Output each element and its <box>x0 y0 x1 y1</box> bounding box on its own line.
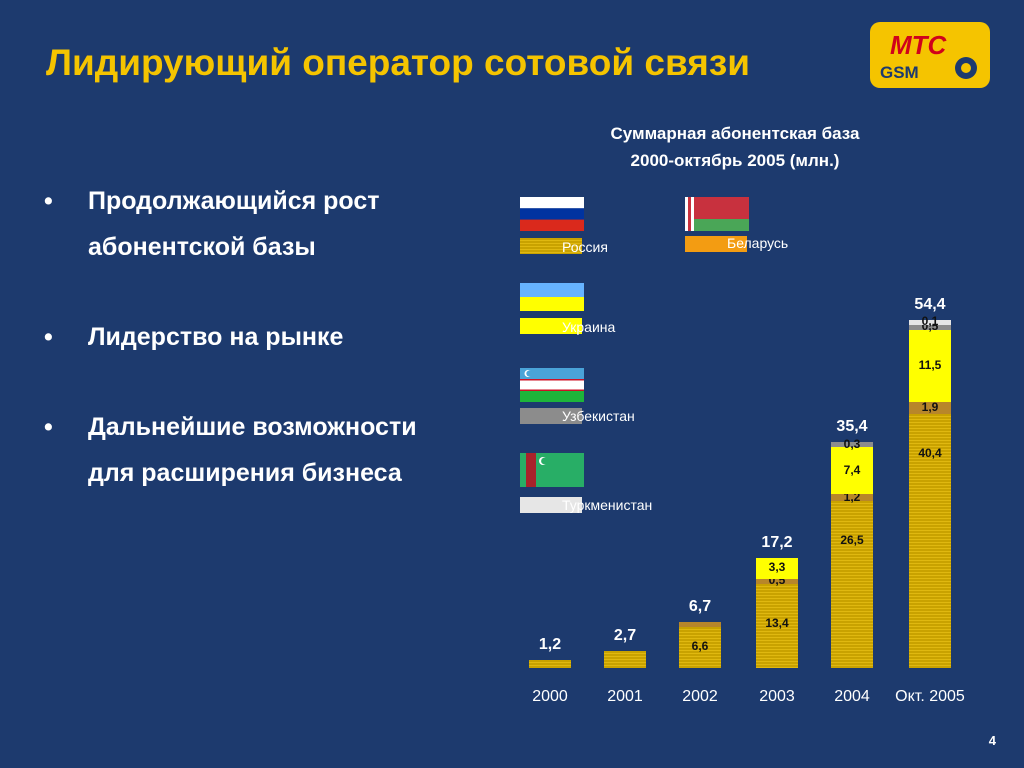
bar-segment-Россия <box>604 651 646 668</box>
bar-segment-Россия <box>831 501 873 668</box>
bar-segment-Украина <box>756 558 798 579</box>
legend-swatch-uzbekistan <box>520 408 582 424</box>
bar-segment-Беларусь <box>831 493 873 502</box>
chart-title-line1: Суммарная абонентская база <box>610 124 860 143</box>
bar-value-label: 7,4 <box>843 462 861 477</box>
bar-value-label: 3,3 <box>768 560 786 575</box>
bullet-marker: • <box>44 323 53 351</box>
chart-title: Суммарная абонентская база 2000-октябрь … <box>540 120 930 174</box>
bar-total-label: 35,4 <box>836 418 868 436</box>
legend-label-russia: Россия <box>562 239 608 255</box>
bar-value-label: 13,4 <box>765 615 789 630</box>
bar-value-label: 0,1 <box>921 314 939 329</box>
x-axis-tick-label: 2003 <box>759 688 795 705</box>
bar-value-label: 26,5 <box>840 533 864 548</box>
bar-value-label: 1,9 <box>921 400 939 415</box>
x-axis-tick-label: 2000 <box>532 688 568 705</box>
legend-swatch-belarus <box>685 236 747 252</box>
x-axis-tick-label: 2004 <box>834 688 870 705</box>
bar-value-label: 40,4 <box>918 446 942 460</box>
belarus-flag-icon <box>685 197 749 231</box>
bar-value-label: 6,6 <box>691 639 709 654</box>
bullet-text: Дальнейшие возможности для расширения би… <box>88 413 417 487</box>
bar-segment-Россия <box>756 583 798 668</box>
legend-label-belarus: Беларусь <box>727 235 789 251</box>
bar-segment-Украина <box>909 329 951 403</box>
bar-segment-Россия <box>909 414 951 668</box>
bar-total-label: 2,7 <box>613 627 637 645</box>
chart-title-line2: 2000-октябрь 2005 (млн.) <box>630 151 840 170</box>
bar-segment-Россия <box>679 626 721 668</box>
uzbekistan-flag-icon <box>520 368 584 402</box>
bullet-item: • Продолжающийся рост абонентской базы <box>44 178 444 270</box>
bullet-item: • Лидерство на рынке <box>44 314 444 360</box>
x-axis-tick-label: 2001 <box>607 688 643 705</box>
bar-value-label: 11,5 <box>918 357 942 372</box>
x-axis-tick-label: 2002 <box>682 688 718 705</box>
legend-label-uzbekistan: Узбекистан <box>562 408 635 424</box>
bar-total-label: 54,4 <box>914 295 946 313</box>
page-title: Лидирующий оператор сотовой связи <box>46 42 750 83</box>
bar-segment-Беларусь <box>679 621 721 627</box>
page-number: 4 <box>988 733 996 748</box>
logo-top-text: MTC <box>890 30 948 60</box>
mts-gsm-logo: MTC GSM <box>870 22 990 88</box>
bullet-list: • Продолжающийся рост абонентской базы •… <box>44 178 444 540</box>
bullet-text: Лидерство на рынке <box>88 323 344 351</box>
bar-segment-Беларусь <box>909 402 951 414</box>
legend-swatch-turkmenistan <box>520 497 582 513</box>
legend-label-ukraine: Украина <box>562 319 616 335</box>
bar-segment-Туркменистан <box>909 319 951 325</box>
bar-segment-Беларусь <box>756 578 798 584</box>
russia-flag-icon <box>520 197 584 231</box>
bar-segment-Узбекистан <box>831 442 873 448</box>
bar-segment-Украина <box>831 447 873 494</box>
legend-label-turkmenistan: Туркменистан <box>562 497 653 513</box>
legend-swatch-ukraine <box>520 318 582 334</box>
bar-segment-Россия <box>529 660 571 668</box>
x-axis-tick-label: Окт. 2005 <box>895 688 965 705</box>
bar-total-label: 17,2 <box>761 534 793 551</box>
bar-total-label: 6,7 <box>688 597 712 615</box>
bullet-marker: • <box>44 413 53 441</box>
turkmenistan-flag-icon <box>520 453 584 487</box>
bullet-text: Продолжающийся рост абонентской базы <box>88 187 380 261</box>
logo-bottom-text: GSM <box>880 63 919 82</box>
bullet-marker: • <box>44 187 53 215</box>
bar-value-label: 0,3 <box>843 436 861 451</box>
bullet-item: • Дальнейшие возможности для расширения … <box>44 404 444 496</box>
bar-total-label: 1,2 <box>538 636 562 654</box>
legend-swatch-russia <box>520 238 582 254</box>
ukraine-flag-icon <box>520 283 584 311</box>
bar-segment-Узбекистан <box>909 324 951 330</box>
